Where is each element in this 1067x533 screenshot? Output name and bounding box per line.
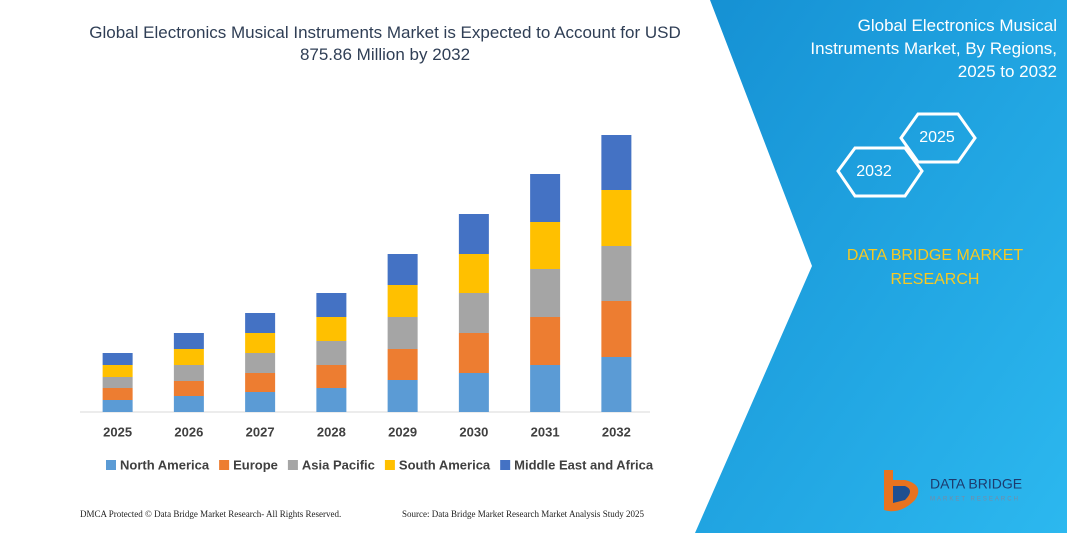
bar-segment [245, 353, 276, 373]
panel-title: Global Electronics Musical Instruments M… [810, 16, 1057, 81]
bar-segment [245, 392, 276, 412]
legend-label: Europe [233, 457, 278, 472]
hexagon [899, 112, 977, 164]
x-tick-label: 2032 [602, 424, 631, 439]
bar-segment [316, 341, 347, 365]
legend-label: South America [399, 457, 491, 472]
bar-segment [530, 317, 561, 365]
bar-segment [601, 357, 632, 412]
bar-segment [173, 349, 204, 365]
bar-segment [316, 317, 347, 341]
bar-segment [387, 254, 418, 285]
side-panel [695, 0, 1067, 533]
bar-segment [102, 353, 133, 365]
bar-segment [530, 222, 561, 269]
footer-right: Source: Data Bridge Market Research Mark… [402, 509, 644, 519]
bar-segment [458, 373, 489, 412]
bar-segment [601, 190, 632, 246]
x-tick-label: 2031 [531, 424, 560, 439]
x-tick-label: 2028 [317, 424, 346, 439]
logo: DATA BRIDGE MARKET RESEARCH [884, 470, 1022, 512]
bar-segment [173, 396, 204, 412]
bar-segment [102, 400, 133, 412]
bar-segment [458, 214, 489, 254]
legend-swatch [106, 460, 116, 470]
bar-segment [458, 254, 489, 293]
bar-segment [530, 269, 561, 317]
bar-segment [102, 388, 133, 400]
bar-segment [530, 174, 561, 222]
logo-tagline: MARKET RESEARCH [930, 497, 1020, 503]
bar-segment [245, 373, 276, 392]
bar-segment [458, 293, 489, 333]
bar-segment [173, 381, 204, 396]
x-tick-label: 2029 [388, 424, 417, 439]
legend-swatch [287, 460, 298, 470]
legend-label: Middle East and Africa [514, 457, 654, 472]
bar-segment [316, 293, 347, 317]
x-tick-label: 2025 [103, 424, 132, 439]
legend-label: Asia Pacific [302, 457, 375, 472]
bar-segment [458, 333, 489, 373]
legend-swatch [500, 460, 511, 470]
logo-name: DATA BRIDGE [930, 476, 1022, 492]
hexagon [836, 146, 924, 198]
logo-mark [893, 486, 910, 503]
chart-title: Global Electronics Musical Instruments M… [89, 23, 681, 64]
x-tick-label: 2027 [246, 424, 275, 439]
bar-segment [245, 313, 276, 333]
bar-segment [601, 246, 632, 301]
bar-segment [316, 365, 347, 388]
bar-segment [173, 333, 204, 349]
hexagon-label: 2032 [856, 163, 892, 180]
bar-segment [530, 365, 561, 412]
legend-swatch [384, 460, 395, 470]
bar-segment [601, 135, 632, 190]
bar-segment [102, 377, 133, 388]
bar-segment [102, 365, 133, 377]
bar-segment [387, 285, 418, 317]
bar-segment [601, 301, 632, 357]
bar-segment [316, 388, 347, 412]
legend-swatch [219, 460, 230, 470]
hexagon-label: 2025 [919, 129, 955, 146]
bar-segment [387, 317, 418, 349]
x-tick-label: 2030 [459, 424, 488, 439]
x-tick-label: 2026 [174, 424, 203, 439]
brand: DATA BRIDGE MARKET RESEARCH [846, 247, 1024, 288]
legend-label: North America [120, 457, 210, 472]
bar-segment [173, 365, 204, 381]
footer-left: DMCA Protected © Data Bridge Market Rese… [80, 509, 342, 519]
bar-segment [387, 380, 418, 412]
bar-segment [387, 349, 418, 380]
bar-segment [245, 333, 276, 353]
